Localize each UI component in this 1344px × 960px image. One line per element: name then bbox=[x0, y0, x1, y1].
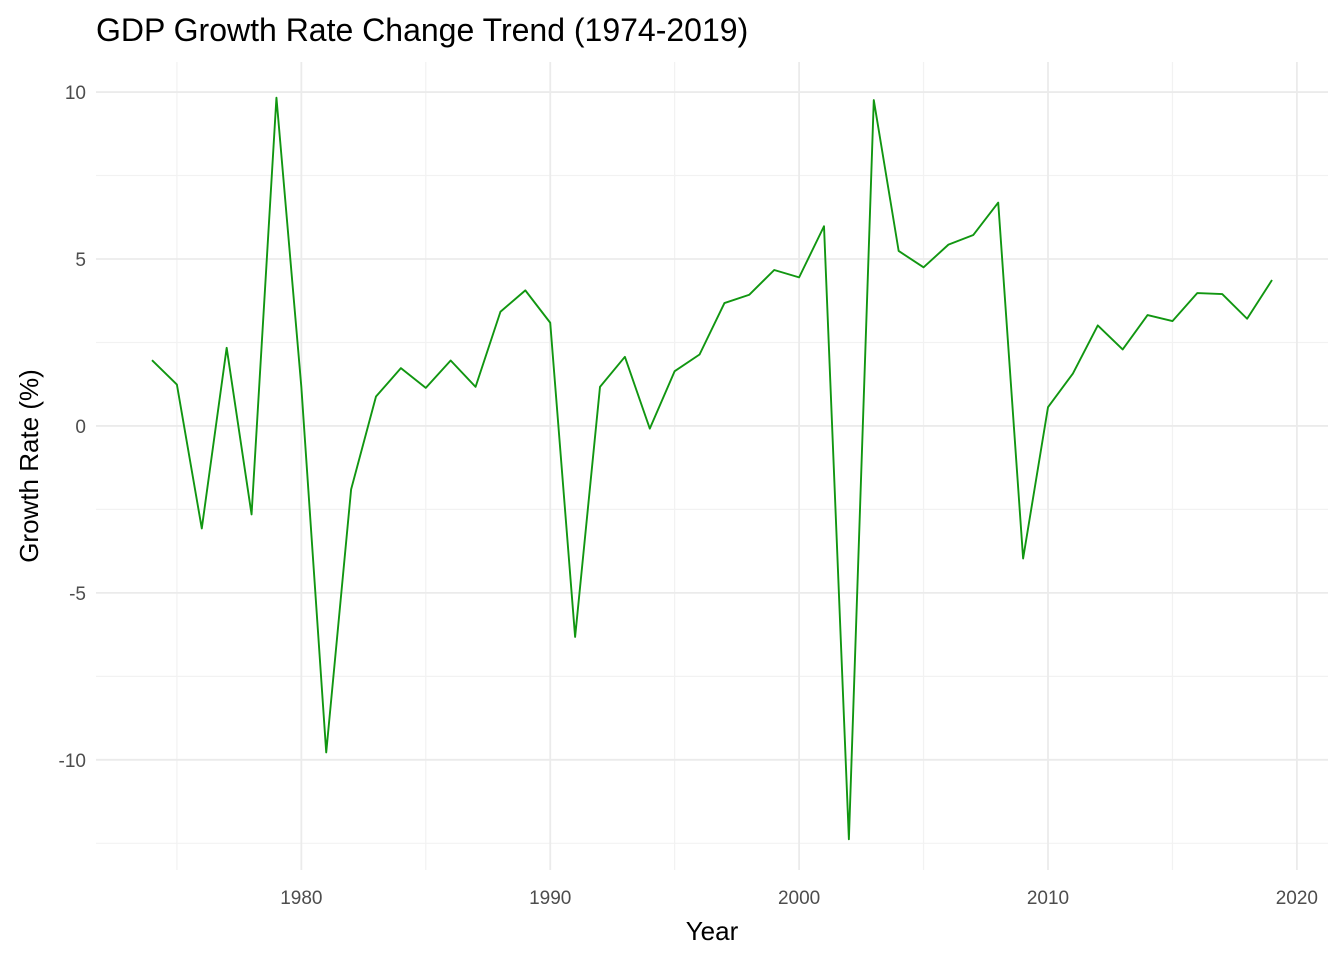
series-line bbox=[151, 96, 1273, 841]
tick-labels: 1980 1990 2000 2010 2020 -10 -5 0 5 10 bbox=[59, 83, 1318, 909]
y-tick-label: 10 bbox=[65, 83, 86, 104]
x-tick-label: 1990 bbox=[529, 888, 571, 909]
x-tick-label: 2010 bbox=[1027, 888, 1069, 909]
x-tick-label: 2000 bbox=[778, 888, 820, 909]
y-tick-label: 0 bbox=[75, 417, 86, 438]
x-tick-label: 1980 bbox=[280, 888, 322, 909]
y-tick-label: 5 bbox=[75, 250, 86, 271]
x-axis-title: Year bbox=[686, 916, 739, 946]
series-layer bbox=[151, 96, 1273, 841]
x-tick-label: 2020 bbox=[1276, 888, 1318, 909]
y-tick-label: -5 bbox=[69, 584, 86, 605]
y-axis-title: Growth Rate (%) bbox=[14, 369, 44, 563]
grid bbox=[96, 62, 1328, 870]
y-tick-label: -10 bbox=[59, 751, 86, 772]
chart-title: GDP Growth Rate Change Trend (1974-2019) bbox=[96, 12, 749, 48]
